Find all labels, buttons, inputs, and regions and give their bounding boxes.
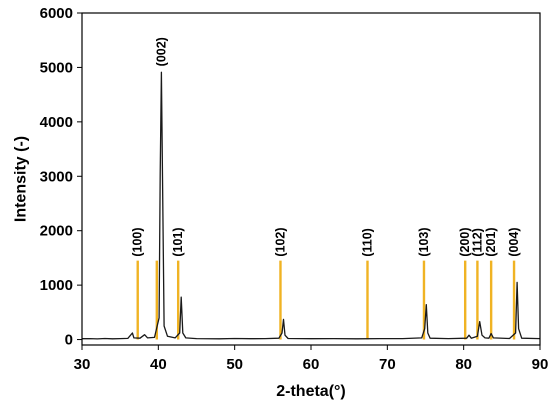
peak-label: (002): [154, 37, 168, 66]
peak-label: (201): [484, 227, 498, 256]
x-axis-title: 2-theta(°): [276, 383, 346, 400]
peak-label: (102): [273, 227, 287, 256]
peak-label: (103): [417, 227, 431, 256]
peak-label: (200): [458, 227, 472, 256]
x-tick-label: 40: [150, 356, 167, 373]
x-tick-label: 60: [303, 356, 320, 373]
reference-labels: (100) (101) (102) (110) (103) (200)(112) (201)…: [131, 37, 521, 257]
x-tick-label: 30: [74, 356, 91, 373]
y-tick-label: 1000: [40, 277, 73, 294]
xrd-pattern-line: [81, 71, 541, 340]
y-axis-ticks: 0 1000 2000 3000 4000 5000 6000: [40, 5, 82, 349]
x-tick-label: 70: [379, 356, 396, 373]
x-axis-ticks: 30 40 50 60 70 80 90: [74, 345, 549, 373]
y-tick-label: 0: [65, 332, 73, 349]
peak-label: (112): [470, 228, 484, 257]
peak-label: (004): [507, 227, 521, 256]
peak-label: (100): [131, 227, 145, 256]
series-layer: [81, 71, 541, 340]
y-tick-label: 6000: [40, 5, 73, 22]
y-tick-label: 4000: [40, 114, 73, 131]
plot-frame: [81, 12, 541, 346]
y-tick-label: 2000: [40, 223, 73, 240]
x-tick-label: 50: [226, 356, 243, 373]
y-axis-title: Intensity (-): [13, 136, 30, 222]
peak-label: (101): [171, 227, 185, 256]
peak-label: (110): [360, 228, 374, 257]
x-tick-label: 80: [455, 356, 472, 373]
y-tick-label: 5000: [40, 59, 73, 76]
x-tick-label: 90: [532, 356, 549, 373]
reference-lines: [136, 260, 516, 340]
y-tick-label: 3000: [40, 168, 73, 185]
